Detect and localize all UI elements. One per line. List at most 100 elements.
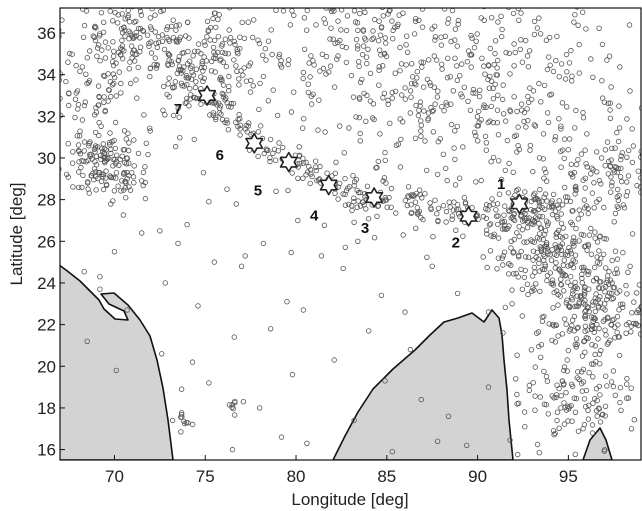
epicenter-marker	[247, 89, 254, 95]
epicenter-marker	[618, 156, 624, 163]
epicenter-marker	[178, 429, 184, 435]
epicenter-marker	[628, 426, 635, 432]
epicenter-marker	[408, 80, 415, 87]
epicenter-marker	[258, 123, 264, 129]
epicenter-marker	[588, 251, 595, 257]
epicenter-marker	[485, 384, 492, 390]
epicenter-marker	[332, 170, 338, 177]
epicenter-marker	[179, 82, 185, 89]
epicenter-marker	[589, 430, 596, 436]
epicenter-marker	[288, 249, 294, 256]
epicenter-marker	[140, 182, 146, 189]
epicenter-marker	[389, 89, 395, 96]
epicenter-marker	[529, 238, 535, 245]
epicenter-marker	[134, 95, 140, 101]
epicenter-marker	[610, 295, 616, 302]
epicenter-marker	[122, 16, 128, 22]
epicenter-marker	[629, 231, 636, 237]
epicenter-marker	[452, 128, 458, 134]
epicenter-marker	[363, 118, 369, 124]
epicenter-marker	[105, 71, 111, 77]
epicenter-marker	[86, 48, 93, 54]
epicenter-marker	[405, 193, 411, 199]
epicenter-marker	[565, 146, 571, 153]
epicenter-marker	[565, 403, 571, 409]
epicenter-marker	[552, 242, 558, 248]
epicenter-marker	[582, 284, 588, 290]
epicenter-marker	[193, 79, 199, 85]
epicenter-marker	[550, 428, 557, 434]
epicenter-marker	[340, 191, 346, 197]
epicenter-marker	[544, 272, 551, 279]
epicenter-marker	[112, 145, 118, 152]
epicenter-marker	[562, 251, 568, 258]
epicenter-marker	[335, 196, 341, 202]
epicenter-marker	[461, 84, 467, 90]
epicenter-marker	[624, 375, 630, 382]
epicenter-marker	[443, 165, 449, 172]
epicenter-marker	[561, 288, 567, 294]
epicenter-marker	[271, 146, 278, 152]
epicenter-marker	[558, 126, 564, 132]
epicenter-marker	[95, 83, 102, 89]
epicenter-marker	[483, 215, 489, 222]
epicenter-marker	[169, 61, 175, 68]
epicenter-marker	[268, 27, 274, 33]
epicenter-marker	[157, 228, 163, 234]
epicenter-marker	[554, 417, 560, 424]
epicenter-marker	[550, 68, 557, 75]
epicenter-marker	[496, 191, 503, 197]
epicenter-marker	[503, 49, 509, 56]
epicenter-marker	[230, 405, 236, 412]
epicenter-marker	[583, 203, 590, 209]
epicenter-marker	[141, 112, 147, 118]
epicenter-marker	[614, 129, 620, 136]
epicenter-marker	[488, 78, 495, 84]
epicenter-marker	[200, 68, 206, 74]
epicenter-marker	[291, 89, 297, 95]
epicenter-marker	[420, 59, 427, 66]
epicenter-marker	[553, 260, 559, 266]
epicenter-marker	[351, 198, 357, 205]
epicenter-marker	[428, 82, 434, 89]
epicenter-marker	[112, 9, 118, 16]
epicenter-marker	[504, 137, 511, 144]
epicenter-marker	[592, 235, 598, 241]
epicenter-marker	[393, 142, 400, 148]
epicenter-marker	[226, 8, 233, 11]
epicenter-marker	[128, 43, 135, 49]
epicenter-marker	[79, 64, 86, 70]
epicenter-marker	[412, 199, 419, 205]
main-shock-stars	[198, 85, 529, 227]
epicenter-marker	[506, 271, 512, 277]
epicenter-marker	[531, 31, 538, 38]
epicenter-marker	[618, 165, 624, 172]
epicenter-marker	[178, 386, 185, 392]
star-marker-5	[279, 151, 298, 173]
epicenter-marker	[525, 291, 531, 298]
epicenter-marker	[639, 152, 641, 157]
epicenter-marker	[306, 163, 312, 170]
epicenter-marker	[152, 12, 158, 18]
epicenter-marker	[119, 46, 125, 53]
epicenter-marker	[402, 96, 408, 102]
epicenter-marker	[522, 267, 528, 274]
epicenter-marker	[175, 105, 181, 111]
epicenter-marker	[288, 109, 295, 115]
epicenter-marker	[609, 145, 615, 152]
epicenter-marker	[573, 225, 579, 232]
epicenter-marker	[608, 174, 614, 180]
epicenter-marker	[96, 94, 102, 100]
epicenter-marker	[597, 419, 604, 425]
epicenter-marker	[618, 153, 624, 159]
epicenter-marker	[493, 207, 499, 213]
epicenter-marker	[164, 24, 171, 30]
x-tick-label: 70	[105, 467, 124, 486]
epicenter-marker	[476, 108, 482, 115]
epicenter-marker	[575, 156, 581, 163]
epicenter-marker	[495, 92, 501, 98]
epicenter-marker	[107, 130, 113, 136]
epicenter-marker	[70, 149, 76, 155]
epicenter-marker	[147, 24, 154, 30]
epicenter-marker	[63, 171, 70, 178]
